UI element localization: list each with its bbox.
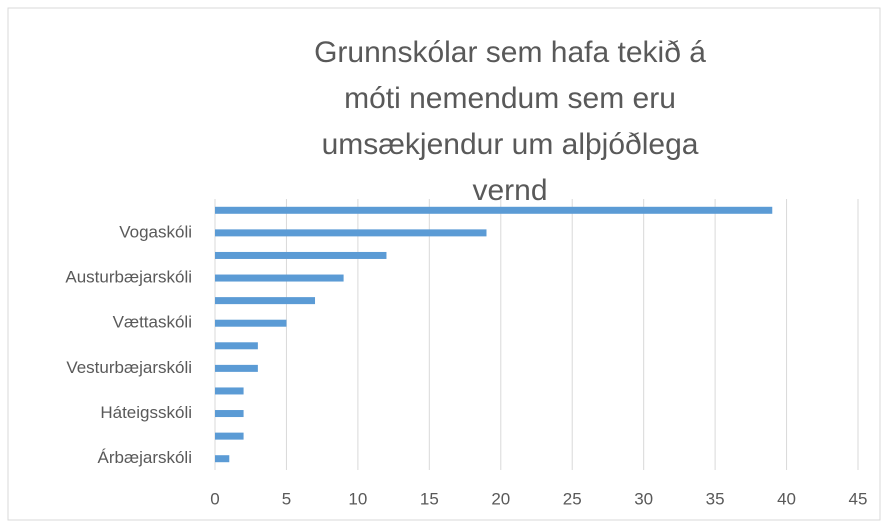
bar: [215, 342, 258, 350]
y-tick-label: Háteigsskóli: [100, 403, 192, 422]
bar: [215, 206, 773, 214]
bar: [215, 297, 316, 305]
bar: [215, 364, 258, 372]
x-tick-label: 15: [420, 489, 439, 508]
chart-border: [7, 7, 881, 521]
bar: [215, 274, 344, 282]
bar: [215, 229, 487, 237]
x-tick-label: 25: [563, 489, 582, 508]
y-tick-label: Vættaskóli: [113, 313, 192, 332]
chart-title: Grunnskólar sem hafa tekið á móti nemend…: [314, 36, 706, 207]
y-tick-label: Árbæjarskóli: [98, 448, 192, 467]
bar: [215, 455, 230, 463]
x-tick-label: 45: [849, 489, 868, 508]
bar: [215, 251, 387, 259]
x-tick-label: 35: [706, 489, 725, 508]
y-tick-label: Vesturbæjarskóli: [66, 358, 192, 377]
x-tick-label: 20: [491, 489, 510, 508]
x-tick-label: 5: [282, 489, 291, 508]
bar: [215, 410, 244, 418]
y-tick-label: Vogaskóli: [119, 222, 192, 241]
y-tick-label: Austurbæjarskóli: [65, 268, 192, 287]
x-tick-label: 10: [348, 489, 367, 508]
bar: [215, 319, 287, 327]
bar: [215, 432, 244, 440]
x-tick-label: 40: [777, 489, 796, 508]
bar: [215, 387, 244, 395]
x-tick-label: 0: [210, 489, 219, 508]
x-tick-label: 30: [634, 489, 653, 508]
